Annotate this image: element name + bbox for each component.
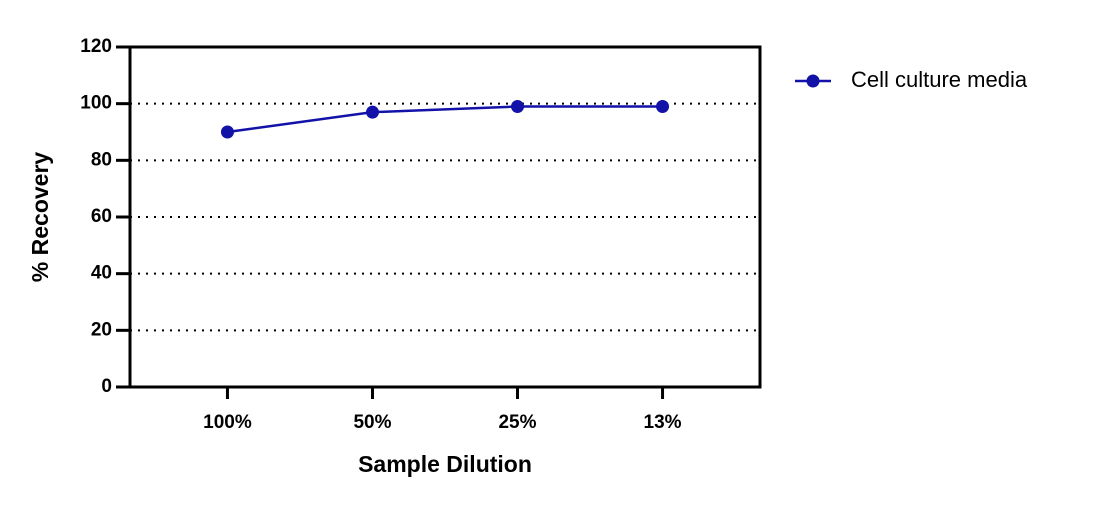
data-point [220, 125, 234, 139]
y-tick-label: 0 [101, 376, 112, 397]
y-tick-label: 40 [91, 263, 112, 284]
legend-marker [806, 74, 820, 88]
plot-frame [128, 45, 762, 389]
x-axis-title: Sample Dilution [358, 451, 532, 477]
y-tick-label: 60 [91, 206, 112, 227]
x-tick-label: 13% [644, 412, 682, 433]
x-tick-label: 100% [203, 412, 252, 433]
y-axis-title: % Recovery [27, 152, 53, 283]
data-point [365, 105, 379, 119]
series-line [227, 105, 663, 134]
y-tick-label: 20 [91, 319, 112, 340]
y-tick-label: 80 [91, 149, 112, 170]
y-tick-label: 120 [80, 36, 112, 57]
data-point [656, 100, 670, 113]
x-tick-label: 50% [353, 412, 391, 433]
y-tick-label: 100 [80, 93, 112, 114]
legend-label: Cell culture media [851, 67, 1028, 92]
data-point [511, 100, 525, 113]
x-tick-label: 25% [498, 412, 536, 433]
